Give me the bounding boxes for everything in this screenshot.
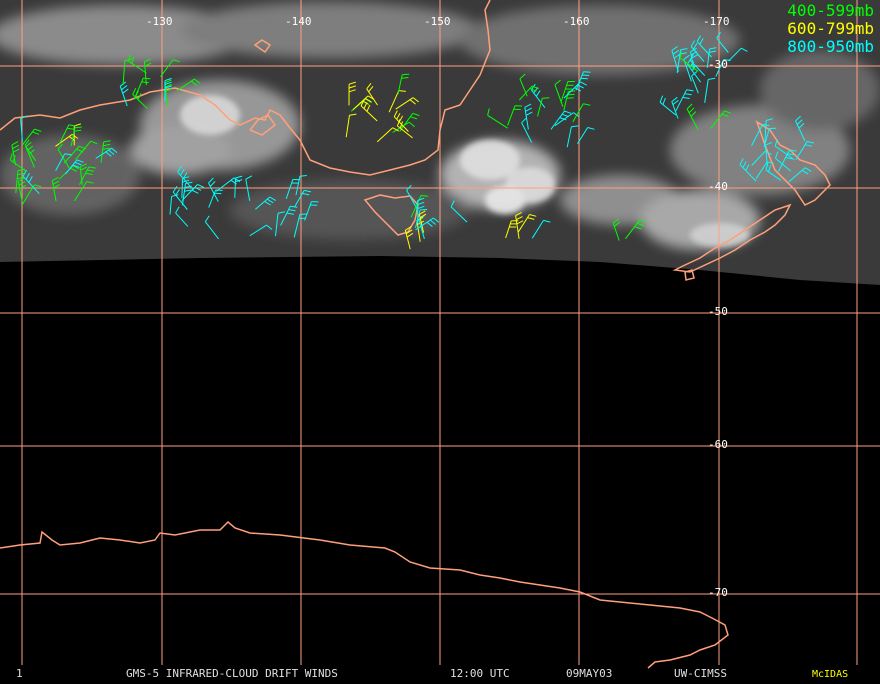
footer-bar: 1 GMS-5 INFRARED-CLOUD DRIFT WINDS 12:00… xyxy=(0,666,880,680)
lat-label-70: -70 xyxy=(708,586,728,599)
frame-number: 1 xyxy=(16,667,23,680)
lon-label-170: -170 xyxy=(703,15,730,28)
source-label: UW-CIMSS xyxy=(674,667,727,680)
lon-label-130: -130 xyxy=(146,15,173,28)
antarctica-coast xyxy=(0,522,728,668)
product-title: GMS-5 INFRARED-CLOUD DRIFT WINDS xyxy=(126,667,338,680)
lon-label-140: -140 xyxy=(285,15,312,28)
pressure-legend: 400-599mb 600-799mb 800-950mb xyxy=(787,2,874,56)
legend-item-800-950: 800-950mb xyxy=(787,38,874,56)
lat-label-30: -30 xyxy=(708,58,728,71)
lon-label-160: -160 xyxy=(563,15,590,28)
observation-time: 12:00 UTC xyxy=(450,667,510,680)
legend-item-600-799: 600-799mb xyxy=(787,20,874,38)
software-label: McIDAS xyxy=(812,669,848,680)
lat-label-40: -40 xyxy=(708,180,728,193)
lat-label-60: -60 xyxy=(708,438,728,451)
lat-label-50: -50 xyxy=(708,305,728,318)
observation-date: 09MAY03 xyxy=(566,667,612,680)
lon-label-150: -150 xyxy=(424,15,451,28)
legend-item-400-599: 400-599mb xyxy=(787,2,874,20)
